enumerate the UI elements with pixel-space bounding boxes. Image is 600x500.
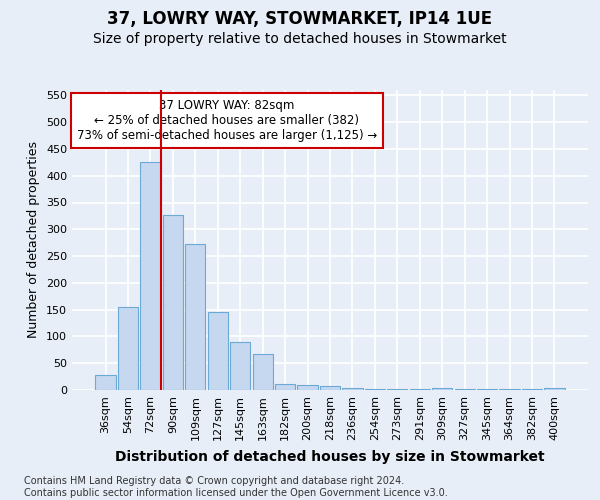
Bar [95, 375, 116, 390]
Bar [230, 342, 250, 390]
Text: 37 LOWRY WAY: 82sqm
← 25% of detached houses are smaller (382)
73% of semi-detac: 37 LOWRY WAY: 82sqm ← 25% of detached ho… [77, 99, 377, 142]
Text: Contains HM Land Registry data © Crown copyright and database right 2024.
Contai: Contains HM Land Registry data © Crown c… [24, 476, 448, 498]
Bar [185, 244, 205, 390]
Bar [343, 388, 362, 390]
Text: Distribution of detached houses by size in Stowmarket: Distribution of detached houses by size … [115, 450, 545, 464]
Bar [275, 384, 295, 390]
Bar [544, 388, 565, 390]
Bar [253, 354, 273, 390]
Bar [365, 389, 385, 390]
Bar [320, 386, 340, 390]
Bar [140, 162, 161, 390]
Bar [163, 215, 183, 390]
Bar [298, 384, 317, 390]
Y-axis label: Number of detached properties: Number of detached properties [28, 142, 40, 338]
Bar [410, 389, 430, 390]
Text: Size of property relative to detached houses in Stowmarket: Size of property relative to detached ho… [93, 32, 507, 46]
Text: 37, LOWRY WAY, STOWMARKET, IP14 1UE: 37, LOWRY WAY, STOWMARKET, IP14 1UE [107, 10, 493, 28]
Bar [118, 307, 138, 390]
Bar [208, 312, 228, 390]
Bar [432, 388, 452, 390]
Bar [387, 389, 407, 390]
